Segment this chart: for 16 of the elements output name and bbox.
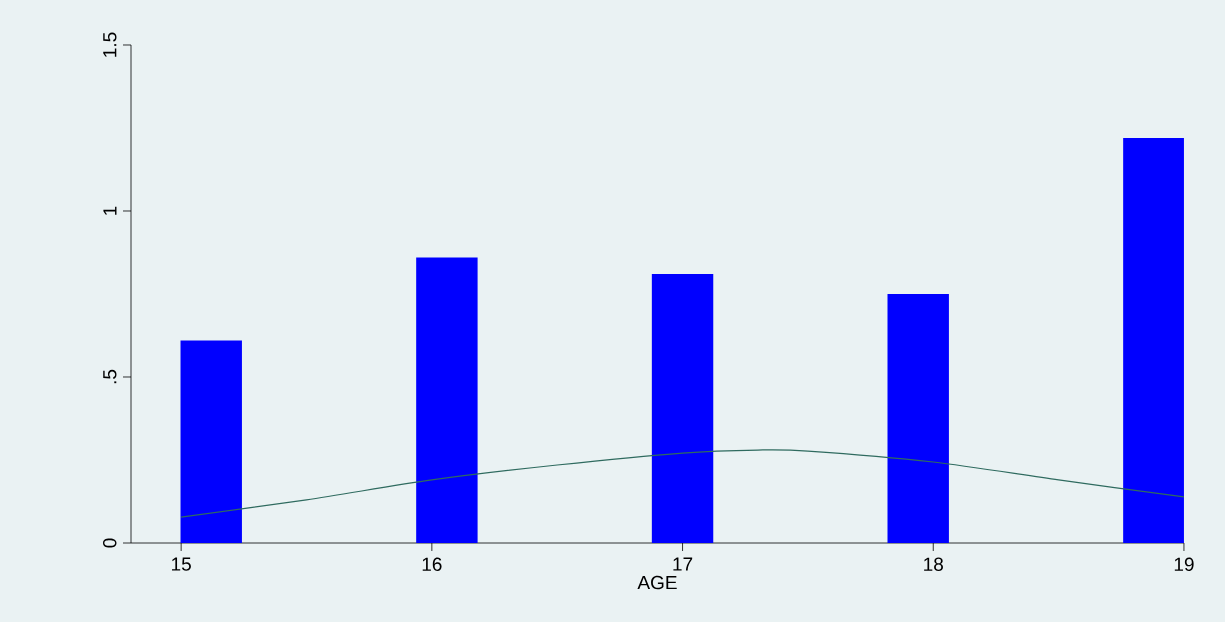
y-tick-label: 0 bbox=[103, 538, 117, 548]
bar bbox=[1123, 137, 1184, 543]
x-tick-label: 17 bbox=[673, 557, 693, 571]
bar bbox=[651, 274, 714, 543]
line-series bbox=[180, 449, 1184, 518]
bar bbox=[416, 257, 478, 543]
bar bbox=[887, 294, 949, 543]
x-tick-label: 16 bbox=[422, 557, 442, 571]
x-tick-label: 15 bbox=[172, 557, 191, 571]
y-tick-label: 1 bbox=[103, 206, 117, 215]
y-tick-label: .5 bbox=[103, 369, 117, 384]
x-axis-title: AGE bbox=[637, 575, 677, 590]
x-tick-label: 19 bbox=[1174, 557, 1194, 571]
y-tick-label: 1.5 bbox=[103, 32, 117, 57]
bar bbox=[180, 340, 242, 543]
x-tick-label: 18 bbox=[924, 557, 943, 571]
